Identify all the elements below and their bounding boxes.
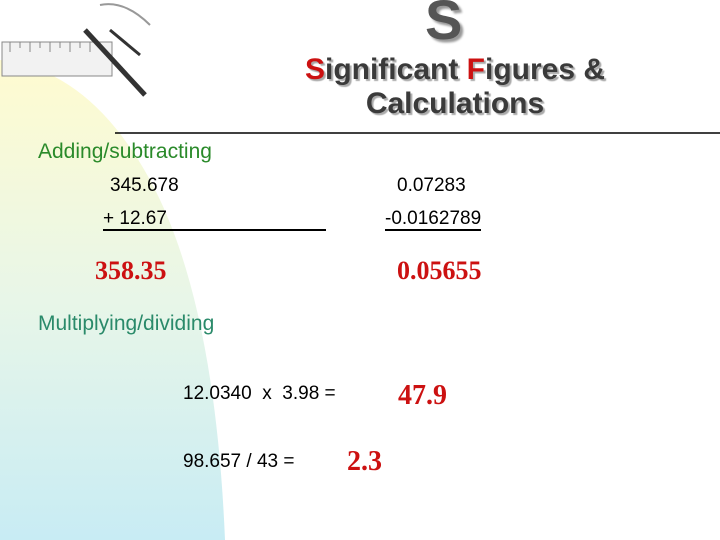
result: 2.3 (347, 446, 382, 477)
result: 0.05655 (397, 256, 482, 285)
ruler-icon (1, 3, 151, 97)
operand: 345.678 (110, 175, 179, 196)
result: 358.35 (95, 256, 167, 285)
logo-letter: S (425, 0, 463, 51)
title-run: F (466, 53, 485, 86)
operand: 0.07283 (397, 175, 466, 196)
expression: 98.657 / 43 = (183, 451, 295, 472)
title-run: igures & (484, 53, 606, 86)
title-line: Calculations (365, 87, 545, 120)
expression: 12.0340 x 3.98 = (183, 383, 336, 404)
operand: + 12.67 (103, 209, 326, 231)
title-run: ignificant (324, 53, 467, 86)
section-heading: Adding/subtracting (38, 140, 212, 163)
result: 47.9 (398, 380, 447, 411)
operand: -0.0162789 (385, 208, 482, 231)
gradient-band (0, 60, 225, 540)
title-line: Significant Figures & (190, 55, 720, 85)
section-heading: Multiplying/dividing (38, 312, 215, 335)
title-run: S (304, 53, 325, 86)
